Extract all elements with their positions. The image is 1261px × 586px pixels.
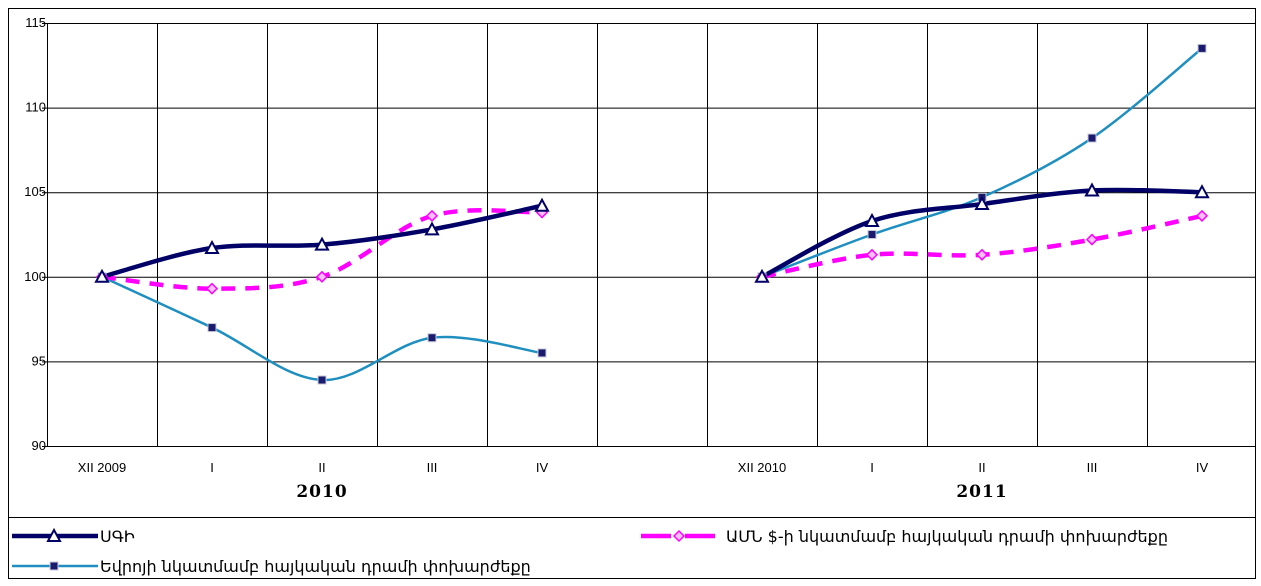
- series-markers: [94, 43, 1210, 385]
- legend-marker-diamond: [672, 529, 686, 543]
- data-point-triangle: [1084, 182, 1100, 197]
- legend-marker-triangle: [46, 527, 62, 542]
- y-tick-label: 115: [25, 15, 46, 30]
- data-point-triangle: [754, 268, 770, 283]
- data-point-square: [1087, 133, 1097, 143]
- data-point-square: [867, 230, 877, 239]
- legend: ՍԳԻ ԱՄՆ $-ի նկատմամբ հայկական դրամի փոխար…: [12, 527, 1168, 576]
- x-tick-label: XII 2010: [738, 460, 786, 475]
- outer-frame: [8, 8, 1256, 579]
- x-tick-label: IV: [536, 460, 549, 475]
- data-point-triangle: [974, 195, 990, 211]
- data-point-diamond: [975, 248, 989, 261]
- data-point-triangle: [204, 239, 220, 255]
- x-tick-label: I: [870, 460, 874, 475]
- x-tick-label: III: [427, 460, 438, 475]
- x-tick-label: II: [318, 460, 325, 475]
- series-line-diamond: [761, 213, 1203, 280]
- data-point-square: [1197, 43, 1207, 53]
- data-point-triangle: [314, 236, 330, 251]
- data-point-diamond: [425, 209, 439, 222]
- data-point-diamond: [1085, 233, 1099, 246]
- data-point-diamond: [1195, 209, 1209, 222]
- data-point-triangle: [534, 197, 550, 212]
- series-line-square: [101, 275, 543, 382]
- y-tick-label: 100: [24, 269, 46, 284]
- x-tick-label: IV: [1196, 460, 1209, 475]
- data-point-square: [317, 375, 327, 385]
- y-tick-label: 105: [24, 184, 46, 199]
- x-tick-label: III: [1087, 460, 1098, 475]
- data-point-diamond: [865, 248, 879, 261]
- legend-label: ԱՄՆ $-ի նկատմամբ հայկական դրամի փոխարժեք…: [726, 527, 1168, 546]
- data-point-square: [537, 348, 547, 358]
- x-tick-label: XII 2009: [78, 460, 126, 475]
- legend-marker-square: [49, 561, 59, 571]
- data-point-triangle: [1194, 184, 1210, 199]
- data-point-diamond: [315, 270, 329, 283]
- y-tick-label: 90: [32, 438, 46, 453]
- y-tick-label: 95: [32, 353, 46, 368]
- x-tick-label: I: [210, 460, 214, 475]
- year-label: 2011: [956, 482, 1007, 502]
- legend-label: Եվրոյի նկատմամբ հայկական դրամի փոխարժեքը: [100, 557, 531, 576]
- data-point-square: [207, 323, 217, 333]
- data-point-triangle: [424, 221, 440, 236]
- legend-label: ՍԳԻ: [100, 527, 135, 546]
- x-tick-label: II: [978, 460, 985, 475]
- data-point-triangle: [864, 212, 880, 227]
- year-label: 2010: [296, 482, 347, 502]
- data-point-square: [427, 333, 437, 343]
- data-point-diamond: [205, 282, 219, 295]
- grid: [47, 23, 1256, 447]
- data-point-triangle: [94, 268, 110, 283]
- y-tick-label: 110: [25, 100, 46, 115]
